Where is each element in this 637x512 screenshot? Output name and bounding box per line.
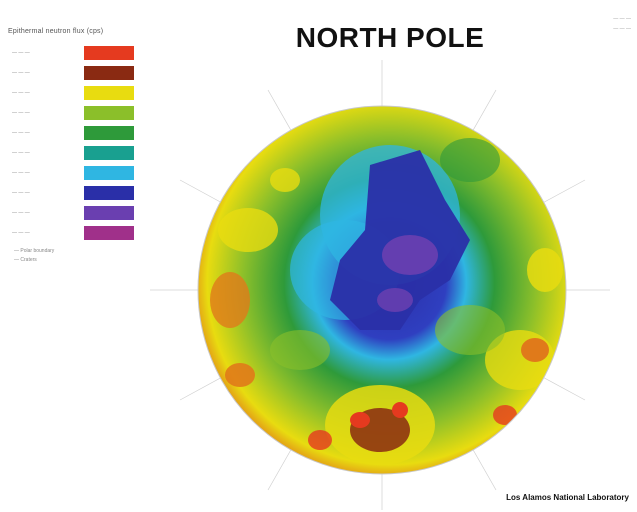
legend-row: — — — bbox=[8, 223, 148, 243]
legend-row: — — — bbox=[8, 143, 148, 163]
scale-line: — — — bbox=[613, 26, 631, 32]
legend-swatch bbox=[84, 226, 134, 240]
legend-swatch bbox=[84, 126, 134, 140]
legend-range-label: — — — bbox=[12, 190, 30, 196]
legend-swatch bbox=[84, 186, 134, 200]
scale-info: — — — — — — bbox=[613, 14, 631, 34]
legend-swatch bbox=[84, 166, 134, 180]
legend-row: — — — bbox=[8, 83, 148, 103]
legend: Epithermal neutron flux (cps) — — — — — —… bbox=[8, 28, 148, 265]
legend-range-label: — — — bbox=[12, 170, 30, 176]
legend-swatch bbox=[84, 66, 134, 80]
legend-rows: — — — — — — — — — — — — — — — — — — — — — — — —… bbox=[8, 43, 148, 243]
legend-note: — Polar boundary bbox=[14, 248, 55, 254]
disk-outline bbox=[197, 105, 567, 475]
legend-title: Epithermal neutron flux (cps) bbox=[8, 28, 104, 35]
legend-notes: — Polar boundary — Craters bbox=[8, 247, 148, 265]
legend-range-label: — — — bbox=[12, 90, 30, 96]
scale-line: — — — bbox=[613, 16, 631, 22]
legend-swatch bbox=[84, 86, 134, 100]
legend-row: — — — bbox=[8, 123, 148, 143]
legend-range-label: — — — bbox=[12, 110, 30, 116]
legend-swatch bbox=[84, 46, 134, 60]
legend-row: — — — bbox=[8, 103, 148, 123]
legend-note: — Craters bbox=[14, 257, 37, 263]
legend-row: — — — bbox=[8, 63, 148, 83]
legend-range-label: — — — bbox=[12, 70, 30, 76]
legend-swatch bbox=[84, 146, 134, 160]
page-title: NORTH POLE bbox=[295, 22, 485, 53]
legend-range-label: — — — bbox=[12, 210, 30, 216]
legend-range-label: — — — bbox=[12, 50, 30, 56]
legend-range-label: — — — bbox=[12, 130, 30, 136]
legend-row: — — — bbox=[8, 43, 148, 63]
legend-swatch bbox=[84, 206, 134, 220]
legend-row: — — — bbox=[8, 183, 148, 203]
map-texture bbox=[210, 138, 563, 465]
legend-range-label: — — — bbox=[12, 230, 30, 236]
legend-row: — — — bbox=[8, 203, 148, 223]
lab-credit: Los Alamos National Laboratory bbox=[506, 493, 629, 502]
legend-range-label: — — — bbox=[12, 150, 30, 156]
legend-row: — — — bbox=[8, 163, 148, 183]
legend-swatch bbox=[84, 106, 134, 120]
